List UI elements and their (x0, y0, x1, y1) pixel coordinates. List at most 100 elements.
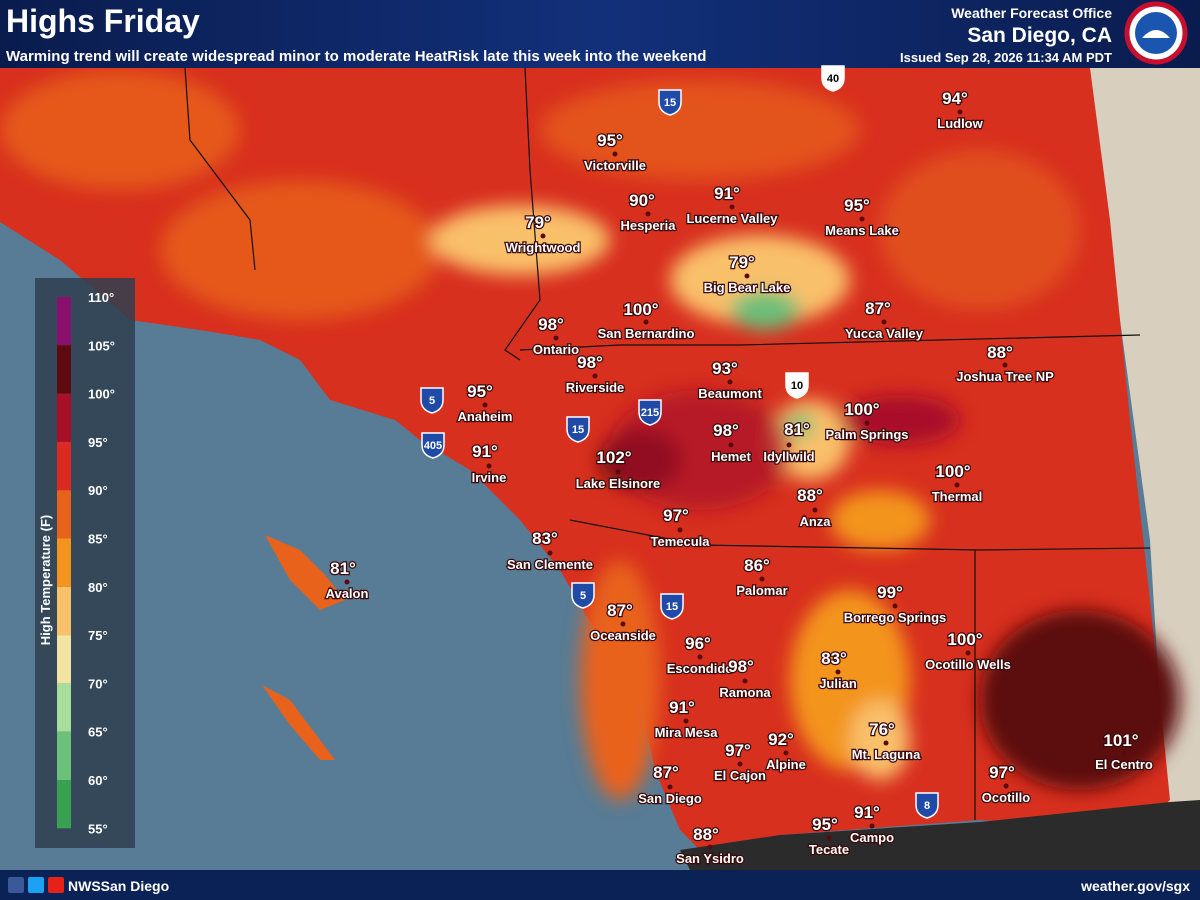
legend-title: High Temperature (F) (38, 515, 53, 646)
city-name: Avalon (326, 586, 369, 601)
city-name: Ramona (719, 685, 771, 700)
city-dot (729, 204, 735, 210)
city-dot (344, 579, 350, 585)
city-name: Escondido (667, 661, 734, 676)
city-name: Lucerne Valley (686, 211, 778, 226)
city-dot (759, 576, 765, 582)
city-dot (954, 482, 960, 488)
city-dot (864, 420, 870, 426)
highway-shield (785, 372, 809, 399)
city-temp: 76° (869, 720, 895, 739)
legend-swatch (57, 635, 71, 684)
city-name: Big Bear Lake (704, 280, 791, 295)
city-dot (540, 233, 546, 239)
legend-tick-label: 110° (88, 290, 114, 305)
highway-number: 10 (791, 380, 803, 392)
footer-url: weather.gov/sgx (1080, 878, 1190, 894)
city-name: Julian (819, 676, 857, 691)
legend-swatch (57, 490, 71, 539)
city-temp: 95° (597, 131, 623, 150)
city-name: Temecula (650, 534, 710, 549)
city-temp: 95° (812, 815, 838, 834)
city-temp: 79° (729, 253, 755, 272)
city-name: Ontario (533, 342, 579, 357)
city-name: Palomar (736, 583, 787, 598)
city-dot (645, 211, 651, 217)
legend-swatch (57, 345, 71, 394)
city-temp: 100° (844, 400, 879, 419)
city-name: Anaheim (458, 409, 513, 424)
city-name: Beaumont (698, 386, 762, 401)
city-temp: 102° (596, 448, 631, 467)
issued: Issued Sep 28, 2026 11:34 AM PDT (900, 50, 1112, 65)
city-name: San Ysidro (676, 851, 744, 866)
highway-shield (566, 416, 590, 443)
city-temp: 87° (865, 299, 891, 318)
city-name: San Clemente (507, 557, 593, 572)
city-temp: 91° (472, 442, 498, 461)
legend-swatch (57, 731, 71, 780)
city-temp: 81° (330, 559, 356, 578)
city-dot (881, 319, 887, 325)
legend-tick-label: 100° (88, 387, 115, 402)
legend-tick-label: 75° (88, 628, 108, 643)
city-name: Alpine (766, 757, 806, 772)
city-dot (677, 527, 683, 533)
city-name: San Bernardino (598, 326, 695, 341)
highway-number: 5 (429, 395, 435, 407)
city-name: El Centro (1095, 757, 1153, 772)
city-temp: 99° (877, 583, 903, 602)
highway-shield (821, 65, 845, 92)
city-name: Tecate (809, 842, 849, 857)
legend-panel (35, 278, 135, 848)
city-dot (883, 740, 889, 746)
city-name: San Diego (638, 791, 702, 806)
city-dot (697, 654, 703, 660)
city-temp: 97° (725, 741, 751, 760)
legend-swatch (57, 393, 71, 442)
city-temp: 94° (942, 89, 968, 108)
city-temp: 83° (821, 649, 847, 668)
city-temp: 81° (784, 420, 810, 439)
city-temp: 98° (577, 353, 603, 372)
city-temp: 98° (728, 657, 754, 676)
office: San Diego, CA (967, 24, 1112, 47)
city-name: Hemet (711, 449, 751, 464)
city-name: Ludlow (937, 116, 983, 131)
city-temp: 87° (607, 601, 633, 620)
nws-logo (1124, 1, 1188, 65)
city-temp: 93° (712, 359, 738, 378)
city-name: Lake Elsinore (576, 476, 661, 491)
legend-tick-label: 65° (88, 725, 108, 740)
city-temp: 98° (538, 315, 564, 334)
legend: 110° 105° 100° 95° 90° 85° 80° 75° 70° 65° 60° 55° (57, 290, 115, 836)
city-dot (737, 761, 743, 767)
city-dot (553, 335, 559, 341)
city-dot (727, 379, 733, 385)
city-temp: 91° (669, 698, 695, 717)
legend-swatch (57, 297, 71, 346)
city-name: Wrightwood (506, 240, 581, 255)
title: Highs Friday (6, 3, 200, 39)
temperature-shading (0, 70, 1180, 800)
highway-number: 5 (580, 590, 586, 602)
highway-shield (638, 399, 662, 426)
city-dot (547, 550, 553, 556)
city-dot (826, 835, 832, 841)
city-dot (620, 621, 626, 627)
city-temp: 92° (768, 730, 794, 749)
city-dot (744, 273, 750, 279)
city-temp: 97° (989, 763, 1015, 782)
city-dot (683, 718, 689, 724)
footer-handle: NWSSan Diego (68, 878, 169, 894)
city-dot (742, 678, 748, 684)
social-icons (8, 877, 64, 893)
city-dot (486, 463, 492, 469)
city-dot (869, 823, 875, 829)
city-dot (892, 603, 898, 609)
legend-swatch (57, 538, 71, 587)
highways: 40 15 5 405 15 215 10 15 5 8 (420, 65, 939, 819)
legend-tick-label: 95° (88, 435, 108, 450)
highway-shield (421, 432, 445, 459)
